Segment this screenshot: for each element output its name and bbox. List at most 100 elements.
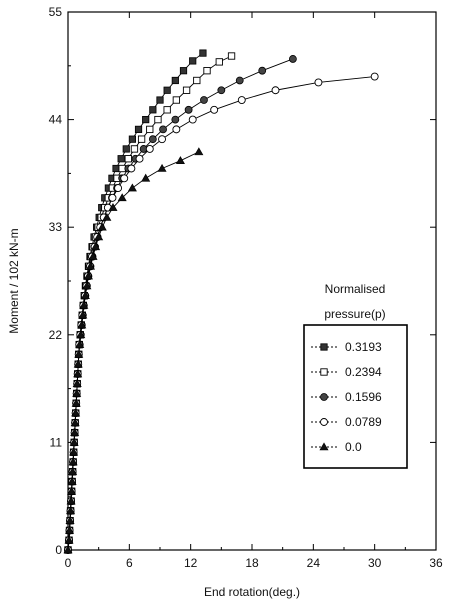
legend-label: 0.2394 bbox=[345, 365, 382, 379]
data-point bbox=[188, 115, 197, 124]
legend-title-line1: Normalised bbox=[325, 282, 386, 296]
series-0.0 bbox=[63, 147, 204, 554]
data-point bbox=[66, 506, 76, 515]
data-point bbox=[73, 369, 83, 378]
data-point bbox=[72, 379, 82, 388]
data-point bbox=[237, 96, 246, 104]
data-point bbox=[72, 388, 82, 397]
data-point bbox=[74, 349, 84, 358]
y-axis-label: Moment / 102 kN-m bbox=[7, 228, 21, 333]
x-tick-label: 0 bbox=[65, 556, 72, 570]
data-point bbox=[179, 67, 188, 75]
data-point bbox=[137, 135, 146, 143]
data-point bbox=[163, 106, 171, 114]
y-tick-label: 0 bbox=[55, 543, 62, 557]
data-point bbox=[141, 173, 151, 182]
data-point bbox=[145, 144, 154, 153]
y-tick-label: 22 bbox=[49, 328, 63, 342]
data-point bbox=[127, 164, 136, 173]
data-point bbox=[199, 49, 207, 57]
data-point bbox=[77, 320, 87, 329]
y-tick-label: 44 bbox=[49, 113, 63, 127]
data-point bbox=[203, 67, 211, 75]
series-layer bbox=[63, 49, 379, 554]
legend-marker bbox=[320, 393, 328, 401]
legend-entry: 0.0 bbox=[311, 440, 362, 454]
data-point bbox=[68, 457, 78, 466]
series-0.3193 bbox=[64, 49, 207, 554]
x-tick-label: 12 bbox=[184, 556, 198, 570]
data-point bbox=[88, 251, 98, 260]
data-point bbox=[171, 115, 180, 124]
data-point bbox=[70, 418, 80, 427]
legend-entry: 0.3193 bbox=[311, 340, 382, 354]
data-point bbox=[149, 106, 157, 114]
legend-entries: 0.3193 0.2394 0.1596 0.0789 0.0 bbox=[311, 340, 382, 454]
data-point bbox=[102, 212, 112, 221]
data-point bbox=[65, 516, 75, 524]
legend-marker bbox=[320, 368, 328, 376]
data-point bbox=[215, 58, 223, 66]
legend-entry: 0.1596 bbox=[311, 390, 382, 404]
data-point bbox=[157, 163, 167, 172]
data-point bbox=[94, 232, 104, 241]
data-point bbox=[182, 86, 191, 94]
data-point bbox=[135, 154, 144, 163]
y-tick-label: 33 bbox=[49, 220, 63, 234]
x-tick-label: 30 bbox=[368, 556, 382, 570]
legend-title-line2: pressure(p) bbox=[324, 307, 385, 321]
data-point bbox=[184, 105, 193, 114]
x-tick-label: 36 bbox=[429, 556, 443, 570]
data-point bbox=[258, 66, 267, 75]
plot-border bbox=[67, 11, 437, 551]
plot-frame bbox=[67, 11, 437, 551]
series-0.1596 bbox=[64, 55, 297, 554]
data-point bbox=[82, 281, 92, 290]
data-point bbox=[79, 300, 89, 309]
data-point bbox=[314, 78, 323, 87]
y-tick-label: 11 bbox=[50, 435, 63, 449]
data-point bbox=[128, 135, 136, 143]
data-point bbox=[175, 156, 185, 164]
data-point bbox=[163, 86, 171, 94]
data-point bbox=[75, 339, 85, 348]
data-point bbox=[194, 147, 204, 156]
data-point bbox=[217, 86, 226, 95]
data-point bbox=[65, 525, 75, 534]
x-tick-label: 6 bbox=[126, 556, 133, 570]
data-point bbox=[120, 174, 129, 183]
data-point bbox=[158, 135, 166, 144]
data-point bbox=[370, 72, 379, 81]
data-point bbox=[227, 52, 236, 60]
data-point bbox=[142, 116, 150, 124]
data-point bbox=[156, 96, 164, 104]
data-point bbox=[91, 242, 101, 251]
x-axis-ticks: 0 6 12 18 24 30 36 bbox=[65, 12, 443, 570]
data-point bbox=[130, 145, 139, 153]
data-point bbox=[70, 428, 80, 436]
data-point bbox=[76, 330, 86, 339]
x-tick-label: 24 bbox=[307, 556, 321, 570]
y-axis-ticks: 0 11 22 33 44 55 bbox=[49, 5, 436, 557]
data-point bbox=[67, 486, 77, 495]
data-point bbox=[63, 545, 73, 554]
data-point bbox=[68, 467, 78, 476]
series-0.2394 bbox=[64, 52, 236, 554]
data-point bbox=[148, 135, 157, 144]
data-point bbox=[112, 164, 120, 173]
data-point bbox=[64, 535, 74, 544]
legend-label: 0.0789 bbox=[345, 415, 382, 429]
data-point bbox=[71, 408, 81, 417]
data-point bbox=[210, 105, 219, 114]
data-point bbox=[97, 222, 107, 231]
legend-marker bbox=[319, 442, 329, 451]
data-point bbox=[67, 476, 77, 485]
data-point bbox=[134, 125, 143, 133]
x-axis-label: End rotation(deg.) bbox=[204, 585, 300, 599]
data-point bbox=[235, 76, 244, 85]
series-line bbox=[67, 151, 200, 551]
data-point bbox=[114, 184, 123, 193]
data-point bbox=[288, 55, 297, 63]
data-point bbox=[122, 145, 130, 153]
legend-entry: 0.0789 bbox=[311, 415, 382, 429]
